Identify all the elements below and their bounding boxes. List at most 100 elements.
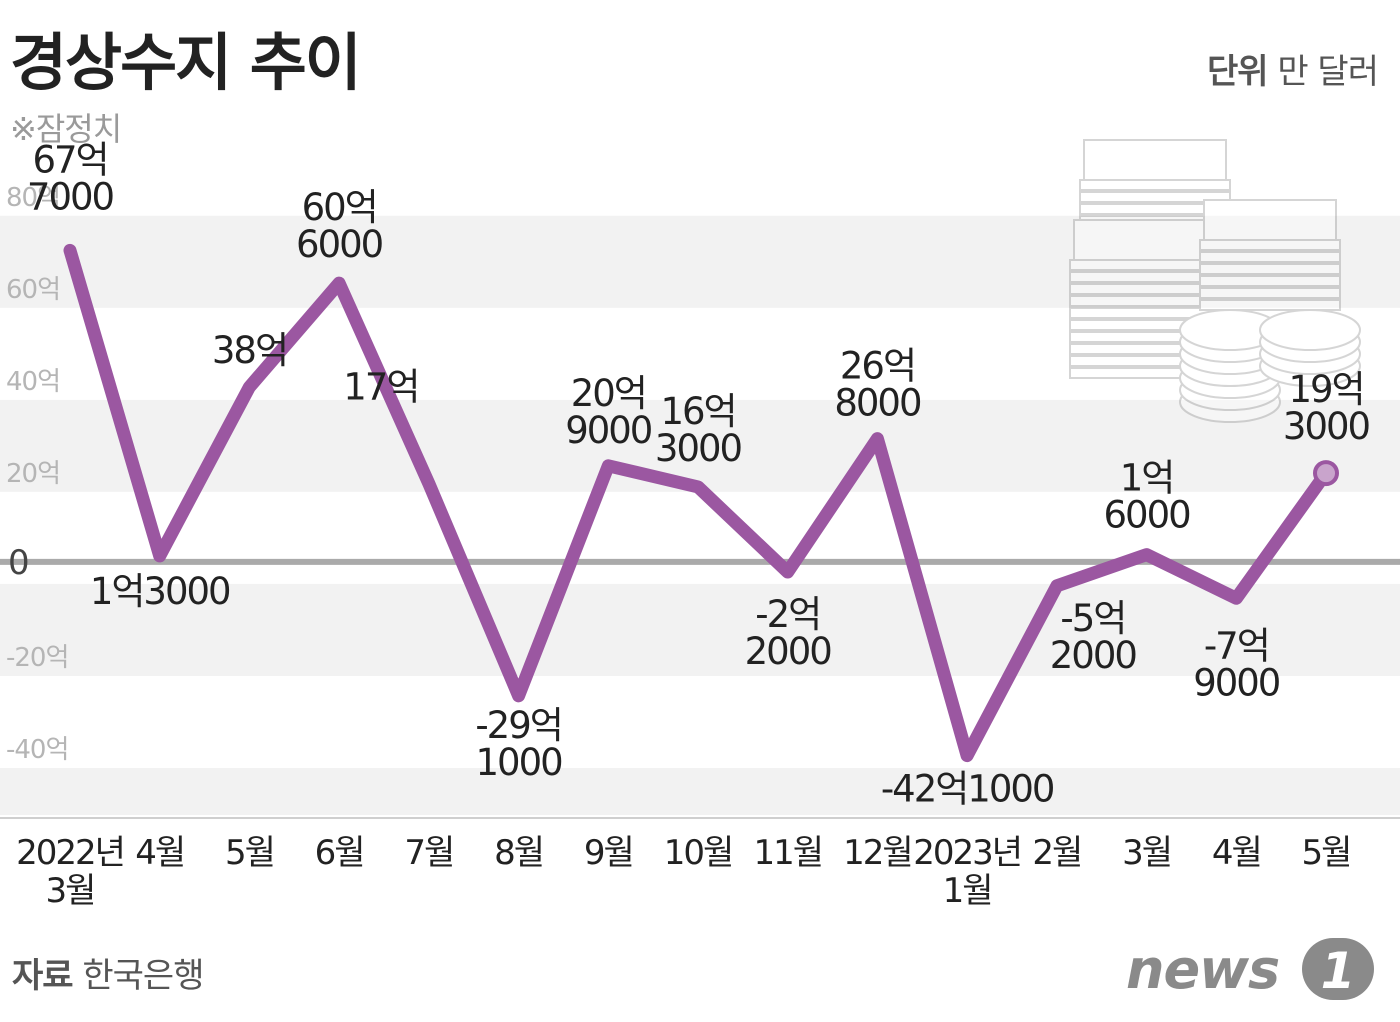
data-label-line: 9000 bbox=[1193, 661, 1280, 704]
x-tick-line: 2월 bbox=[1032, 833, 1081, 873]
series-line bbox=[63, 243, 1333, 763]
bill-layer bbox=[1079, 191, 1231, 203]
x-tick-label: 10월 bbox=[664, 833, 733, 873]
chart-title: 경상수지 추이 bbox=[10, 26, 362, 99]
data-label: -42억1000 bbox=[881, 768, 1054, 811]
x-tick-label: 5월 bbox=[1302, 833, 1351, 873]
bill-top bbox=[1203, 199, 1337, 241]
chart-bands bbox=[0, 215, 1400, 815]
data-label-line: 1억3000 bbox=[90, 570, 230, 613]
x-tick-line: 6월 bbox=[315, 833, 364, 873]
data-label-line: 1000 bbox=[475, 741, 562, 784]
coin bbox=[1259, 333, 1361, 375]
x-tick-label: 8월 bbox=[494, 833, 543, 873]
coin bbox=[1179, 357, 1281, 399]
x-tick-line: 12월 bbox=[843, 833, 912, 873]
x-tick-label: 7월 bbox=[404, 833, 453, 873]
x-tick-label: 2월 bbox=[1032, 833, 1081, 873]
x-tick-line: 7월 bbox=[404, 833, 453, 873]
unit-key: 단위 bbox=[1206, 52, 1269, 92]
data-label: -2억 2000 bbox=[745, 593, 832, 673]
chart-band bbox=[0, 583, 1400, 676]
source-label: 자료 한국은행 bbox=[12, 948, 205, 997]
data-label: 26억 8000 bbox=[834, 345, 921, 425]
data-label-line: 3000 bbox=[655, 427, 742, 470]
y-tick-label: -40억 bbox=[6, 735, 68, 765]
source-value: 한국은행 bbox=[82, 956, 204, 996]
y-tick-label: -20억 bbox=[6, 643, 68, 673]
x-tick-label: 3월 bbox=[1122, 833, 1171, 873]
data-label-line: 2000 bbox=[745, 630, 832, 673]
chart-band bbox=[0, 215, 1400, 308]
x-tick-line: 4월 bbox=[135, 833, 184, 873]
data-label-line: -29억 bbox=[475, 704, 561, 747]
data-label: -29억 1000 bbox=[475, 704, 562, 784]
coin bbox=[1179, 333, 1281, 375]
unit-label: 단위 만 달러 bbox=[1206, 44, 1379, 93]
data-label-line: 7000 bbox=[27, 175, 114, 218]
x-tick-line: 3월 bbox=[46, 871, 95, 911]
bill-top bbox=[1073, 219, 1227, 261]
data-label-line: 60억 bbox=[302, 186, 377, 229]
bill-layer bbox=[1199, 287, 1341, 299]
coin bbox=[1259, 321, 1361, 363]
bill-layer bbox=[1069, 283, 1231, 295]
data-label-line: 67억 bbox=[32, 138, 107, 181]
x-tick-line: 2022년 bbox=[16, 833, 124, 873]
source-key: 자료 bbox=[12, 956, 74, 996]
x-tick-line: 5월 bbox=[1302, 833, 1351, 873]
x-tick-line: 2023년 bbox=[913, 833, 1021, 873]
data-label-line: 6000 bbox=[1103, 494, 1190, 537]
coin bbox=[1259, 345, 1361, 387]
bill-layer bbox=[1069, 307, 1231, 319]
data-label-line: 2000 bbox=[1050, 634, 1137, 677]
logo-mark: 1 bbox=[1321, 942, 1356, 1000]
y-tick-label: 20억 bbox=[6, 459, 60, 489]
data-label-line: 3000 bbox=[1283, 405, 1370, 448]
x-tick-label: 4월 bbox=[135, 833, 184, 873]
data-label-line: 26억 bbox=[840, 345, 915, 388]
data-label-line: 1억 bbox=[1120, 457, 1174, 500]
bill-layer bbox=[1199, 299, 1341, 311]
coin bbox=[1179, 309, 1281, 351]
x-tick-label: 9월 bbox=[584, 833, 633, 873]
x-tick-line: 5월 bbox=[225, 833, 274, 873]
bill-layer bbox=[1199, 275, 1341, 287]
x-tick-label: 6월 bbox=[315, 833, 364, 873]
bill-layer bbox=[1069, 319, 1231, 331]
x-tick-line: 4월 bbox=[1212, 833, 1261, 873]
y-tick-label: 40억 bbox=[6, 367, 60, 397]
bill-layer bbox=[1069, 355, 1231, 367]
data-label: 17억 bbox=[343, 366, 418, 409]
y-tick-label: 0 bbox=[8, 543, 29, 583]
bill-layer bbox=[1069, 259, 1231, 271]
bill-layer bbox=[1069, 271, 1231, 283]
data-label-line: -7억 bbox=[1204, 624, 1269, 667]
x-tick-label: 4월 bbox=[1212, 833, 1261, 873]
news1-logo: news 1 bbox=[1126, 938, 1374, 1001]
bill-top bbox=[1083, 139, 1227, 181]
data-label: -5억 2000 bbox=[1050, 597, 1137, 677]
data-label-line: 9000 bbox=[565, 409, 652, 452]
data-label: 1억 6000 bbox=[1103, 457, 1190, 537]
data-label-line: 6000 bbox=[296, 223, 383, 266]
y-axis: 80억 60억 40억 20억 0 -20억 -40억 bbox=[6, 183, 69, 765]
data-label-line: -2억 bbox=[755, 593, 820, 636]
data-label: 38억 bbox=[212, 329, 287, 372]
bill-layer bbox=[1079, 203, 1231, 215]
x-tick-label: 12월 bbox=[843, 833, 912, 873]
data-label-line: 16억 bbox=[660, 390, 735, 433]
bill-layer bbox=[1199, 239, 1341, 251]
data-label-line: 38억 bbox=[212, 329, 287, 372]
x-tick-line: 11월 bbox=[753, 833, 822, 873]
coin bbox=[1259, 309, 1361, 351]
data-label-line: 19억 bbox=[1288, 368, 1363, 411]
data-label: 1억3000 bbox=[90, 570, 230, 613]
data-label-line: 17억 bbox=[343, 366, 418, 409]
bill-layer bbox=[1079, 179, 1231, 191]
data-label-line: 8000 bbox=[834, 382, 921, 425]
data-label-line: -5억 bbox=[1060, 597, 1125, 640]
x-tick-label: 11월 bbox=[753, 833, 822, 873]
